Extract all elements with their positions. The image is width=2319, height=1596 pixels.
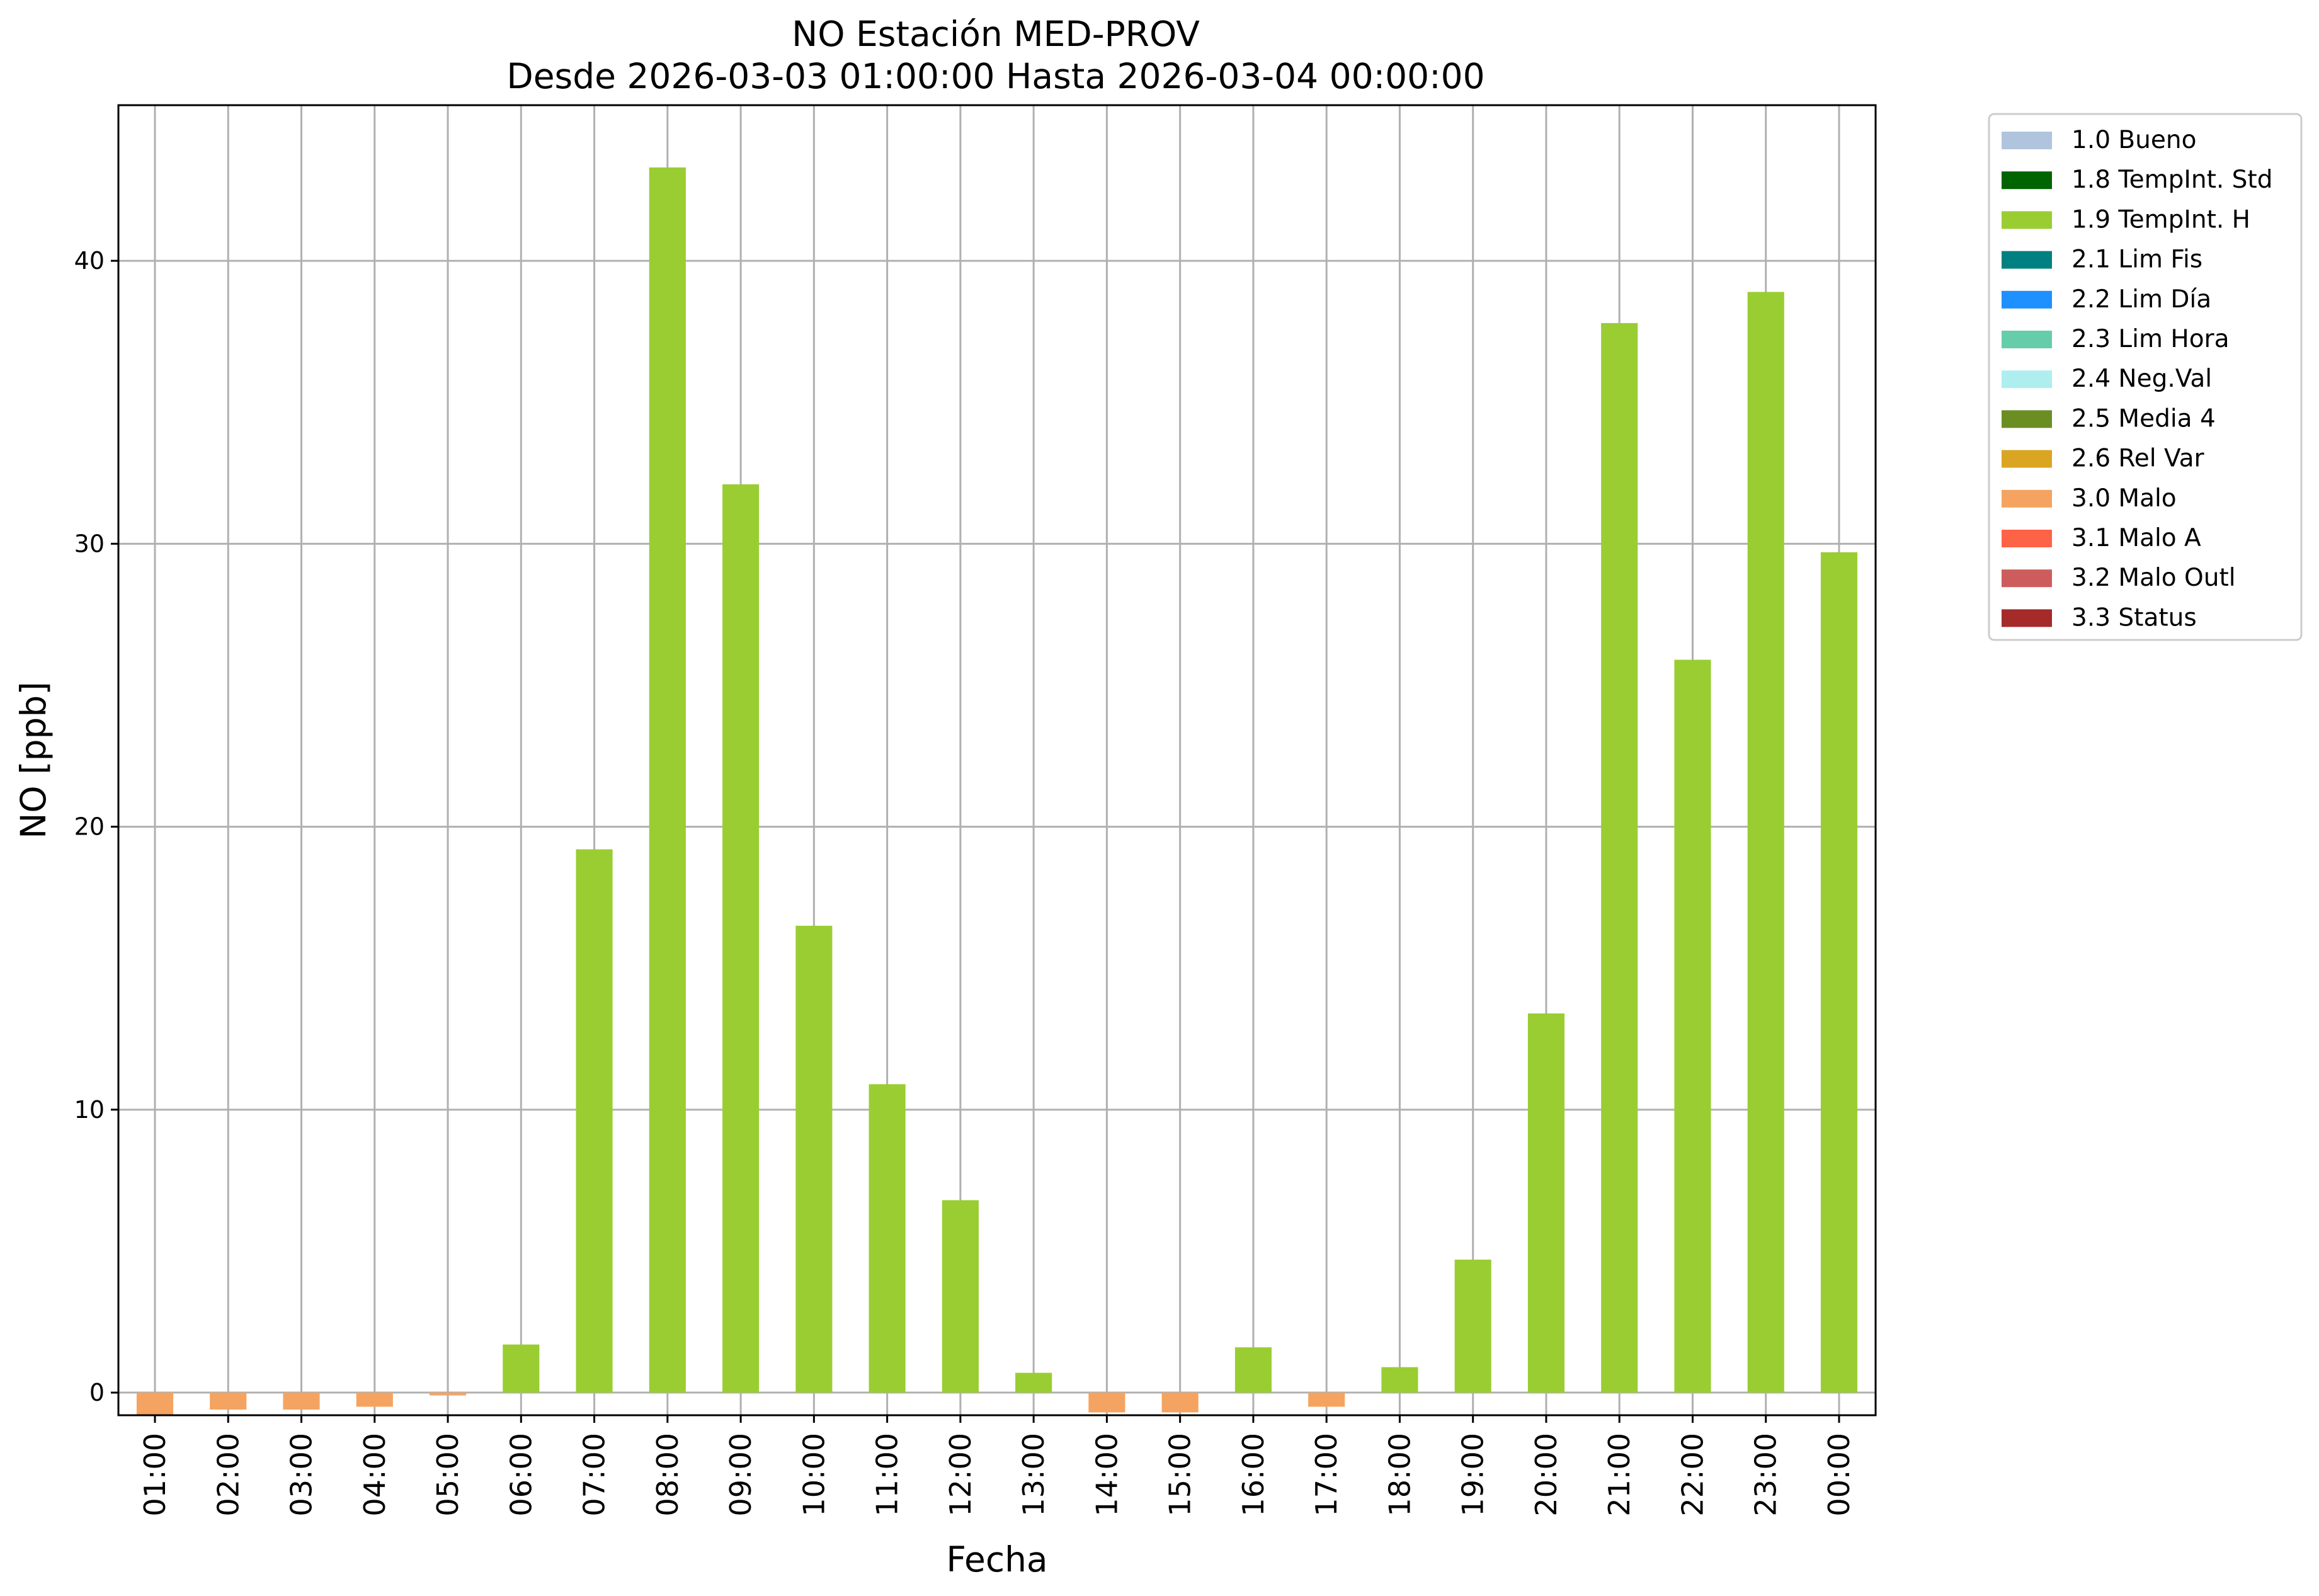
x-tick-label: 20:00 (1529, 1433, 1563, 1517)
legend-swatch (2002, 609, 2052, 627)
x-tick-label: 12:00 (943, 1433, 977, 1517)
bar (1820, 552, 1858, 1393)
bar (1454, 1259, 1491, 1393)
x-tick-label: 08:00 (651, 1433, 685, 1517)
bar (649, 167, 686, 1393)
bar (429, 1393, 467, 1396)
y-tick-label: 20 (74, 813, 105, 841)
legend-label: 1.9 TempInt. H (2071, 205, 2250, 234)
legend-swatch (2002, 450, 2052, 468)
x-tick-label: 18:00 (1382, 1433, 1416, 1517)
legend-swatch (2002, 331, 2052, 348)
bar (1161, 1393, 1199, 1413)
x-tick-label: 04:00 (358, 1433, 392, 1517)
x-tick-label: 19:00 (1456, 1433, 1490, 1517)
legend-swatch (2002, 251, 2052, 269)
x-axis-ticks: 01:00 02:00 03:00 04:00 05:00 06:00 07:00 08:00… (138, 1415, 1856, 1517)
legend-swatch (2002, 410, 2052, 428)
legend-label: 2.1 Lim Fis (2071, 246, 2202, 274)
bar (210, 1393, 247, 1410)
y-tick-label: 0 (89, 1379, 105, 1406)
legend-swatch (2002, 132, 2052, 149)
x-tick-label: 02:00 (211, 1433, 245, 1517)
legend-label: 2.5 Media 4 (2071, 404, 2216, 433)
x-tick-label: 23:00 (1749, 1433, 1783, 1517)
bar (1308, 1393, 1345, 1407)
x-axis-label: Fecha (946, 1539, 1047, 1580)
bar (1234, 1347, 1272, 1393)
x-tick-label: 06:00 (504, 1433, 538, 1517)
bar (1527, 1013, 1565, 1393)
x-tick-label: 16:00 (1236, 1433, 1270, 1517)
legend-label: 3.0 Malo (2071, 484, 2177, 513)
x-tick-label: 00:00 (1822, 1433, 1856, 1517)
legend-swatch (2002, 211, 2052, 229)
bar (795, 925, 833, 1393)
y-tick-label: 10 (74, 1096, 105, 1124)
y-axis-label: NO [ppb] (13, 681, 54, 839)
x-tick-label: 03:00 (285, 1433, 319, 1517)
chart-subtitle: Desde 2026-03-03 01:00:00 Hasta 2026-03-… (506, 56, 1484, 96)
bar (356, 1393, 393, 1407)
bars (136, 167, 1858, 1415)
legend-frame (1988, 113, 2303, 641)
bar (283, 1393, 320, 1410)
bar (1674, 659, 1711, 1393)
bar (722, 484, 760, 1393)
y-tick-label: 40 (74, 247, 105, 275)
legend-label: 2.4 Neg.Val (2071, 365, 2212, 393)
legend-swatch (2002, 171, 2052, 190)
legend-label: 3.1 Malo A (2071, 524, 2201, 552)
x-tick-label: 13:00 (1017, 1433, 1051, 1517)
x-tick-label: 01:00 (138, 1433, 172, 1517)
bar (1601, 322, 1638, 1393)
x-tick-label: 09:00 (724, 1433, 758, 1517)
bar (576, 849, 613, 1393)
x-tick-label: 10:00 (797, 1433, 831, 1517)
bar (136, 1393, 174, 1415)
legend-swatch (2002, 370, 2052, 389)
legend-label: 2.2 Lim Día (2071, 285, 2211, 314)
legend-swatch (2002, 530, 2052, 547)
x-tick-label: 11:00 (870, 1433, 904, 1517)
bar (1381, 1367, 1418, 1393)
chart-title: NO Estación MED-PROV (792, 14, 1200, 54)
bar (869, 1084, 906, 1393)
legend-swatch (2002, 569, 2052, 588)
legend-label: 1.8 TempInt. Std (2071, 166, 2272, 194)
legend-label: 3.2 Malo Outl (2071, 564, 2236, 592)
legend-label: 1.0 Bueno (2071, 126, 2196, 154)
y-tick-label: 30 (74, 530, 105, 557)
bar (1088, 1393, 1125, 1413)
bar (1747, 292, 1784, 1393)
x-tick-label: 22:00 (1675, 1433, 1709, 1517)
x-tick-label: 15:00 (1163, 1433, 1197, 1517)
bar (942, 1200, 979, 1393)
x-tick-label: 17:00 (1309, 1433, 1343, 1517)
legend: 1.0 Bueno 1.8 TempInt. Std 1.9 TempInt. H 2… (1988, 113, 2303, 641)
x-tick-label: 07:00 (578, 1433, 612, 1517)
legend-swatch (2002, 290, 2052, 309)
y-axis-ticks: 0 10 20 30 40 (74, 247, 118, 1406)
legend-label: 2.6 Rel Var (2071, 445, 2205, 473)
x-tick-label: 14:00 (1090, 1433, 1124, 1517)
legend-label: 3.3 Status (2071, 603, 2197, 632)
bar (1015, 1372, 1052, 1393)
plot-area (117, 104, 1877, 1416)
x-tick-label: 21:00 (1602, 1433, 1636, 1517)
legend-label: 2.3 Lim Hora (2071, 325, 2230, 353)
x-tick-label: 05:00 (431, 1433, 465, 1517)
legend-swatch (2002, 489, 2052, 508)
bar (503, 1344, 540, 1393)
